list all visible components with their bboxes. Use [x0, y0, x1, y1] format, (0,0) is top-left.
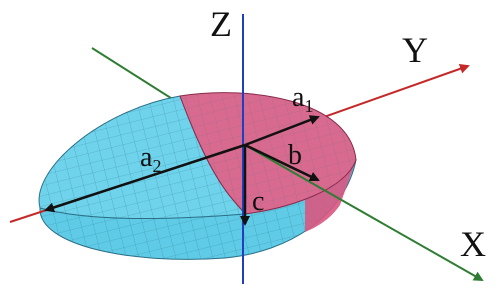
label-a2-sub: 2	[152, 156, 161, 176]
label-a2: a2	[140, 142, 161, 176]
label-a1-sub: 1	[304, 96, 313, 116]
z-label: Z	[210, 4, 232, 44]
label-b: b	[288, 140, 302, 171]
label-c: c	[252, 186, 264, 217]
arrow-a2	[44, 143, 246, 213]
arrow-a1	[244, 115, 320, 147]
label-a2-main: a	[140, 142, 153, 173]
label-a1-main: a	[292, 82, 305, 113]
arrow-b	[244, 143, 320, 182]
label-a1: a1	[292, 82, 313, 116]
x-label: X	[460, 224, 486, 264]
x-axis-front	[244, 144, 484, 281]
bowl-inner-grid	[39, 96, 245, 219]
y-label: Y	[402, 30, 428, 70]
